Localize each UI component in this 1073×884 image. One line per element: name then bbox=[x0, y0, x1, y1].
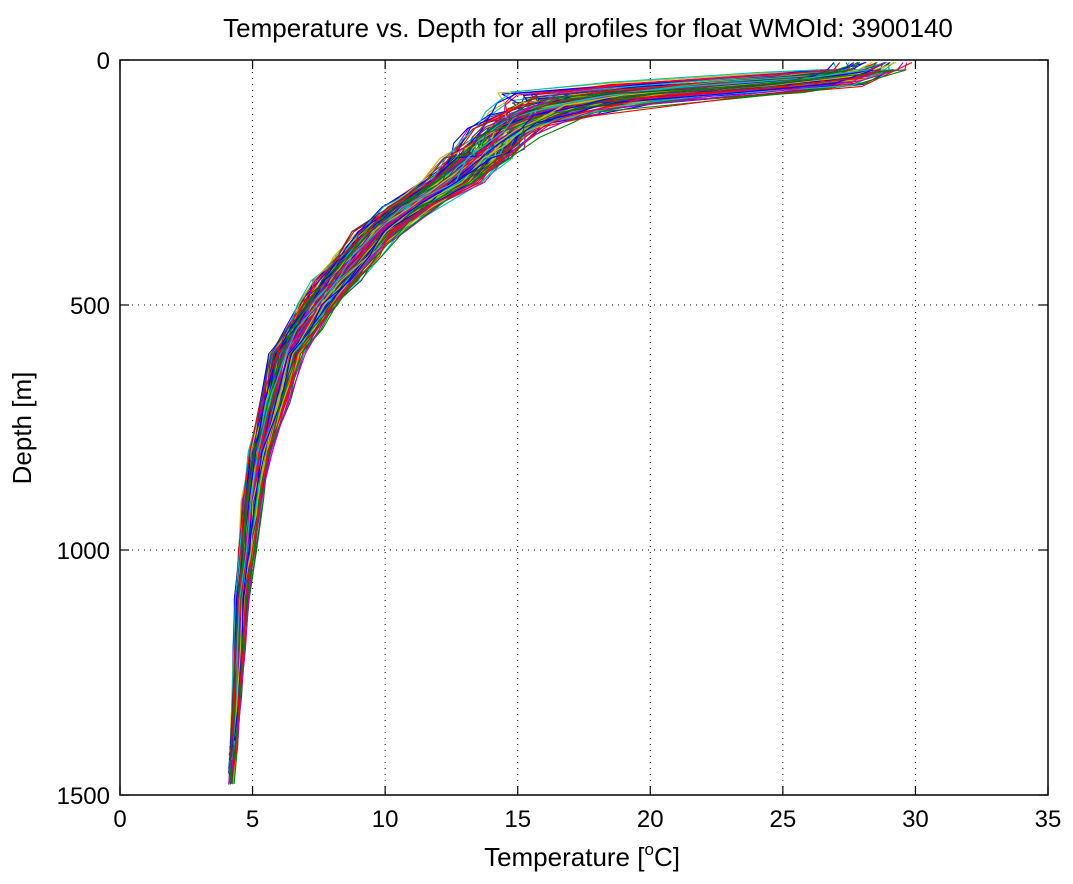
x-tick-label: 0 bbox=[113, 806, 126, 833]
x-tick-label: 10 bbox=[372, 806, 399, 833]
x-axis-label: Temperature [oC] bbox=[484, 840, 680, 872]
y-tick-label: 500 bbox=[70, 293, 110, 320]
x-tick-label: 15 bbox=[504, 806, 531, 833]
x-axis-label-sup: o bbox=[644, 840, 653, 859]
x-tick-labels: 0 5 10 15 20 25 30 35 bbox=[113, 806, 1061, 833]
profile-line bbox=[232, 69, 881, 773]
profile-line bbox=[229, 69, 835, 763]
x-tick-label: 30 bbox=[902, 806, 929, 833]
profile-line bbox=[233, 69, 907, 785]
profile-line bbox=[233, 69, 868, 746]
y-axis-label: Depth [m] bbox=[7, 372, 37, 485]
y-tick-labels: 0 500 1000 1500 bbox=[57, 48, 110, 810]
x-tick-label: 35 bbox=[1035, 806, 1062, 833]
profile-lines bbox=[228, 61, 913, 785]
profile-line bbox=[234, 61, 897, 737]
y-tick-label: 1500 bbox=[57, 783, 110, 810]
x-axis-label-suffix: C] bbox=[654, 842, 680, 872]
tick-marks bbox=[119, 59, 1049, 796]
chart-title: Temperature vs. Depth for all profiles f… bbox=[223, 13, 953, 43]
profile-line bbox=[229, 69, 833, 776]
axes-box bbox=[119, 59, 1049, 796]
profile-line bbox=[228, 69, 821, 765]
y-tick-label: 0 bbox=[97, 48, 110, 75]
x-axis-label-prefix: Temperature [ bbox=[484, 842, 645, 872]
profile-line bbox=[233, 69, 874, 741]
profile-line bbox=[233, 69, 898, 770]
x-tick-label: 25 bbox=[770, 806, 797, 833]
y-tick-label: 1000 bbox=[57, 538, 110, 565]
x-tick-label: 20 bbox=[637, 806, 664, 833]
x-tick-label: 5 bbox=[246, 806, 259, 833]
profile-line bbox=[232, 62, 861, 738]
grid bbox=[120, 60, 1048, 795]
